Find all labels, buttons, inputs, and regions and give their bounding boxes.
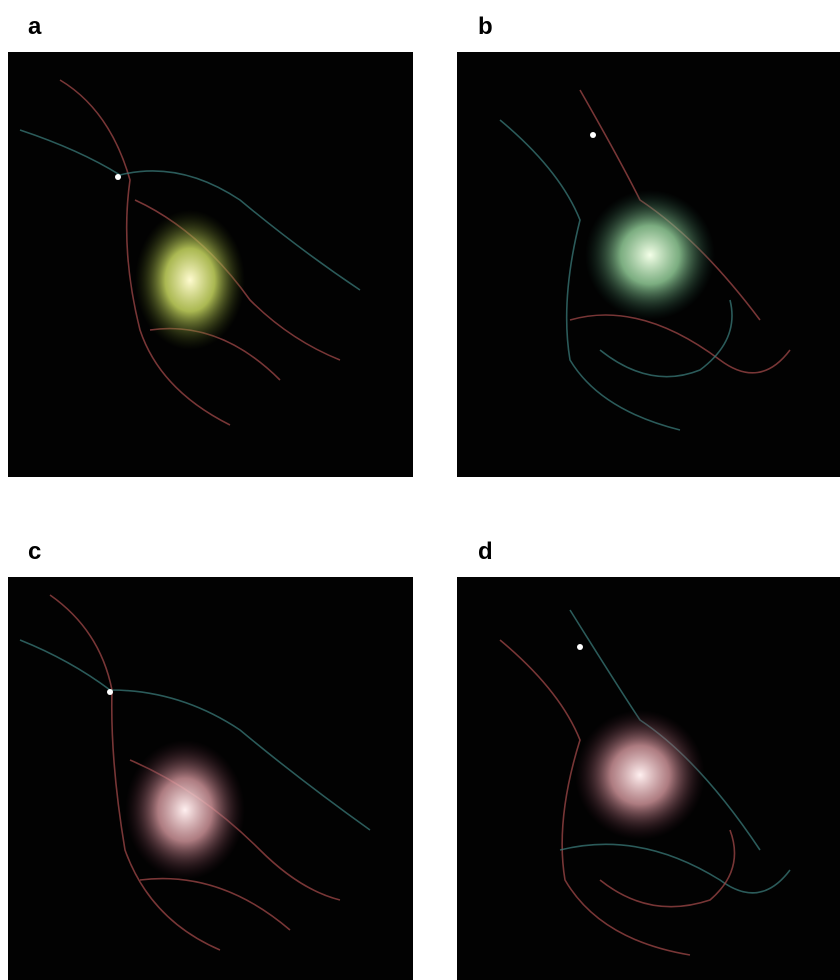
panel-label: b — [478, 13, 493, 40]
figure: a b c d — [0, 0, 840, 980]
micrograph — [8, 52, 413, 477]
micrograph — [457, 52, 840, 477]
panel-label: c — [28, 538, 41, 565]
micrograph — [457, 577, 840, 980]
panel-label: a — [28, 13, 42, 40]
panel-label: d — [478, 538, 493, 565]
micrograph — [8, 577, 413, 980]
